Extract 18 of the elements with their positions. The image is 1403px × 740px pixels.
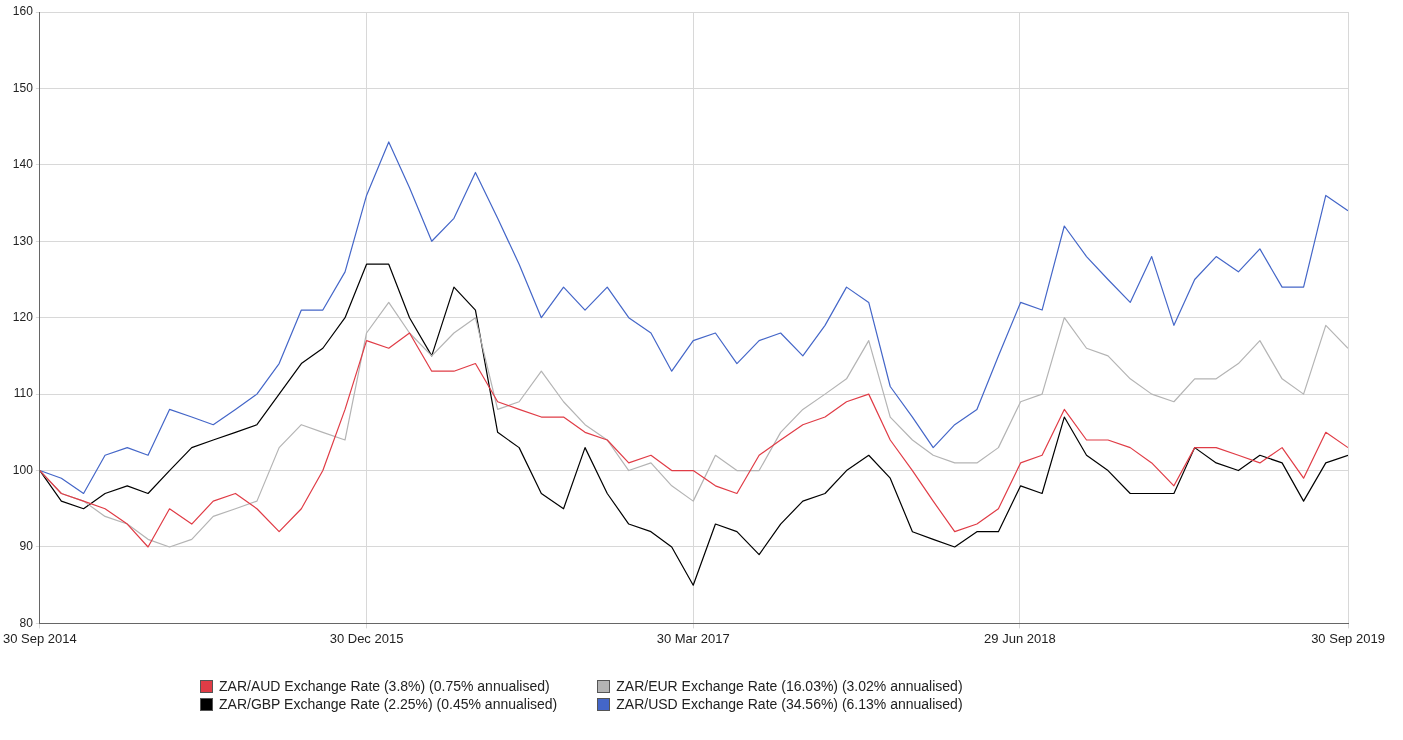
x-tick-label: 29 Jun 2018 (984, 630, 1056, 646)
y-tick-label: 80 (19, 615, 34, 630)
x-tick-label: 30 Mar 2017 (656, 630, 730, 646)
x-tick-label: 30 Sep 2014 (3, 630, 77, 646)
legend-label: ZAR/EUR Exchange Rate (16.03%) (3.02% annualised) (616, 678, 963, 694)
y-tick-label: 110 (13, 386, 34, 401)
legend-label: ZAR/GBP Exchange Rate (2.25%) (0.45% annualised) (219, 696, 558, 712)
y-tick-label: 160 (12, 4, 34, 19)
y-tick-label: 140 (12, 157, 34, 172)
y-tick-label: 90 (19, 539, 34, 554)
legend-label: ZAR/USD Exchange Rate (34.56%) (6.13% annualised) (616, 696, 963, 712)
x-tick-label: 30 Sep 2019 (1311, 630, 1385, 646)
y-tick-label: 120 (12, 310, 34, 325)
x-tick-label: 30 Dec 2015 (329, 630, 404, 646)
y-tick-label: 100 (12, 462, 34, 477)
y-tick-label: 130 (12, 233, 34, 248)
y-tick-label: 150 (12, 80, 34, 95)
legend-label: ZAR/AUD Exchange Rate (3.8%) (0.75% annualised) (219, 678, 550, 694)
